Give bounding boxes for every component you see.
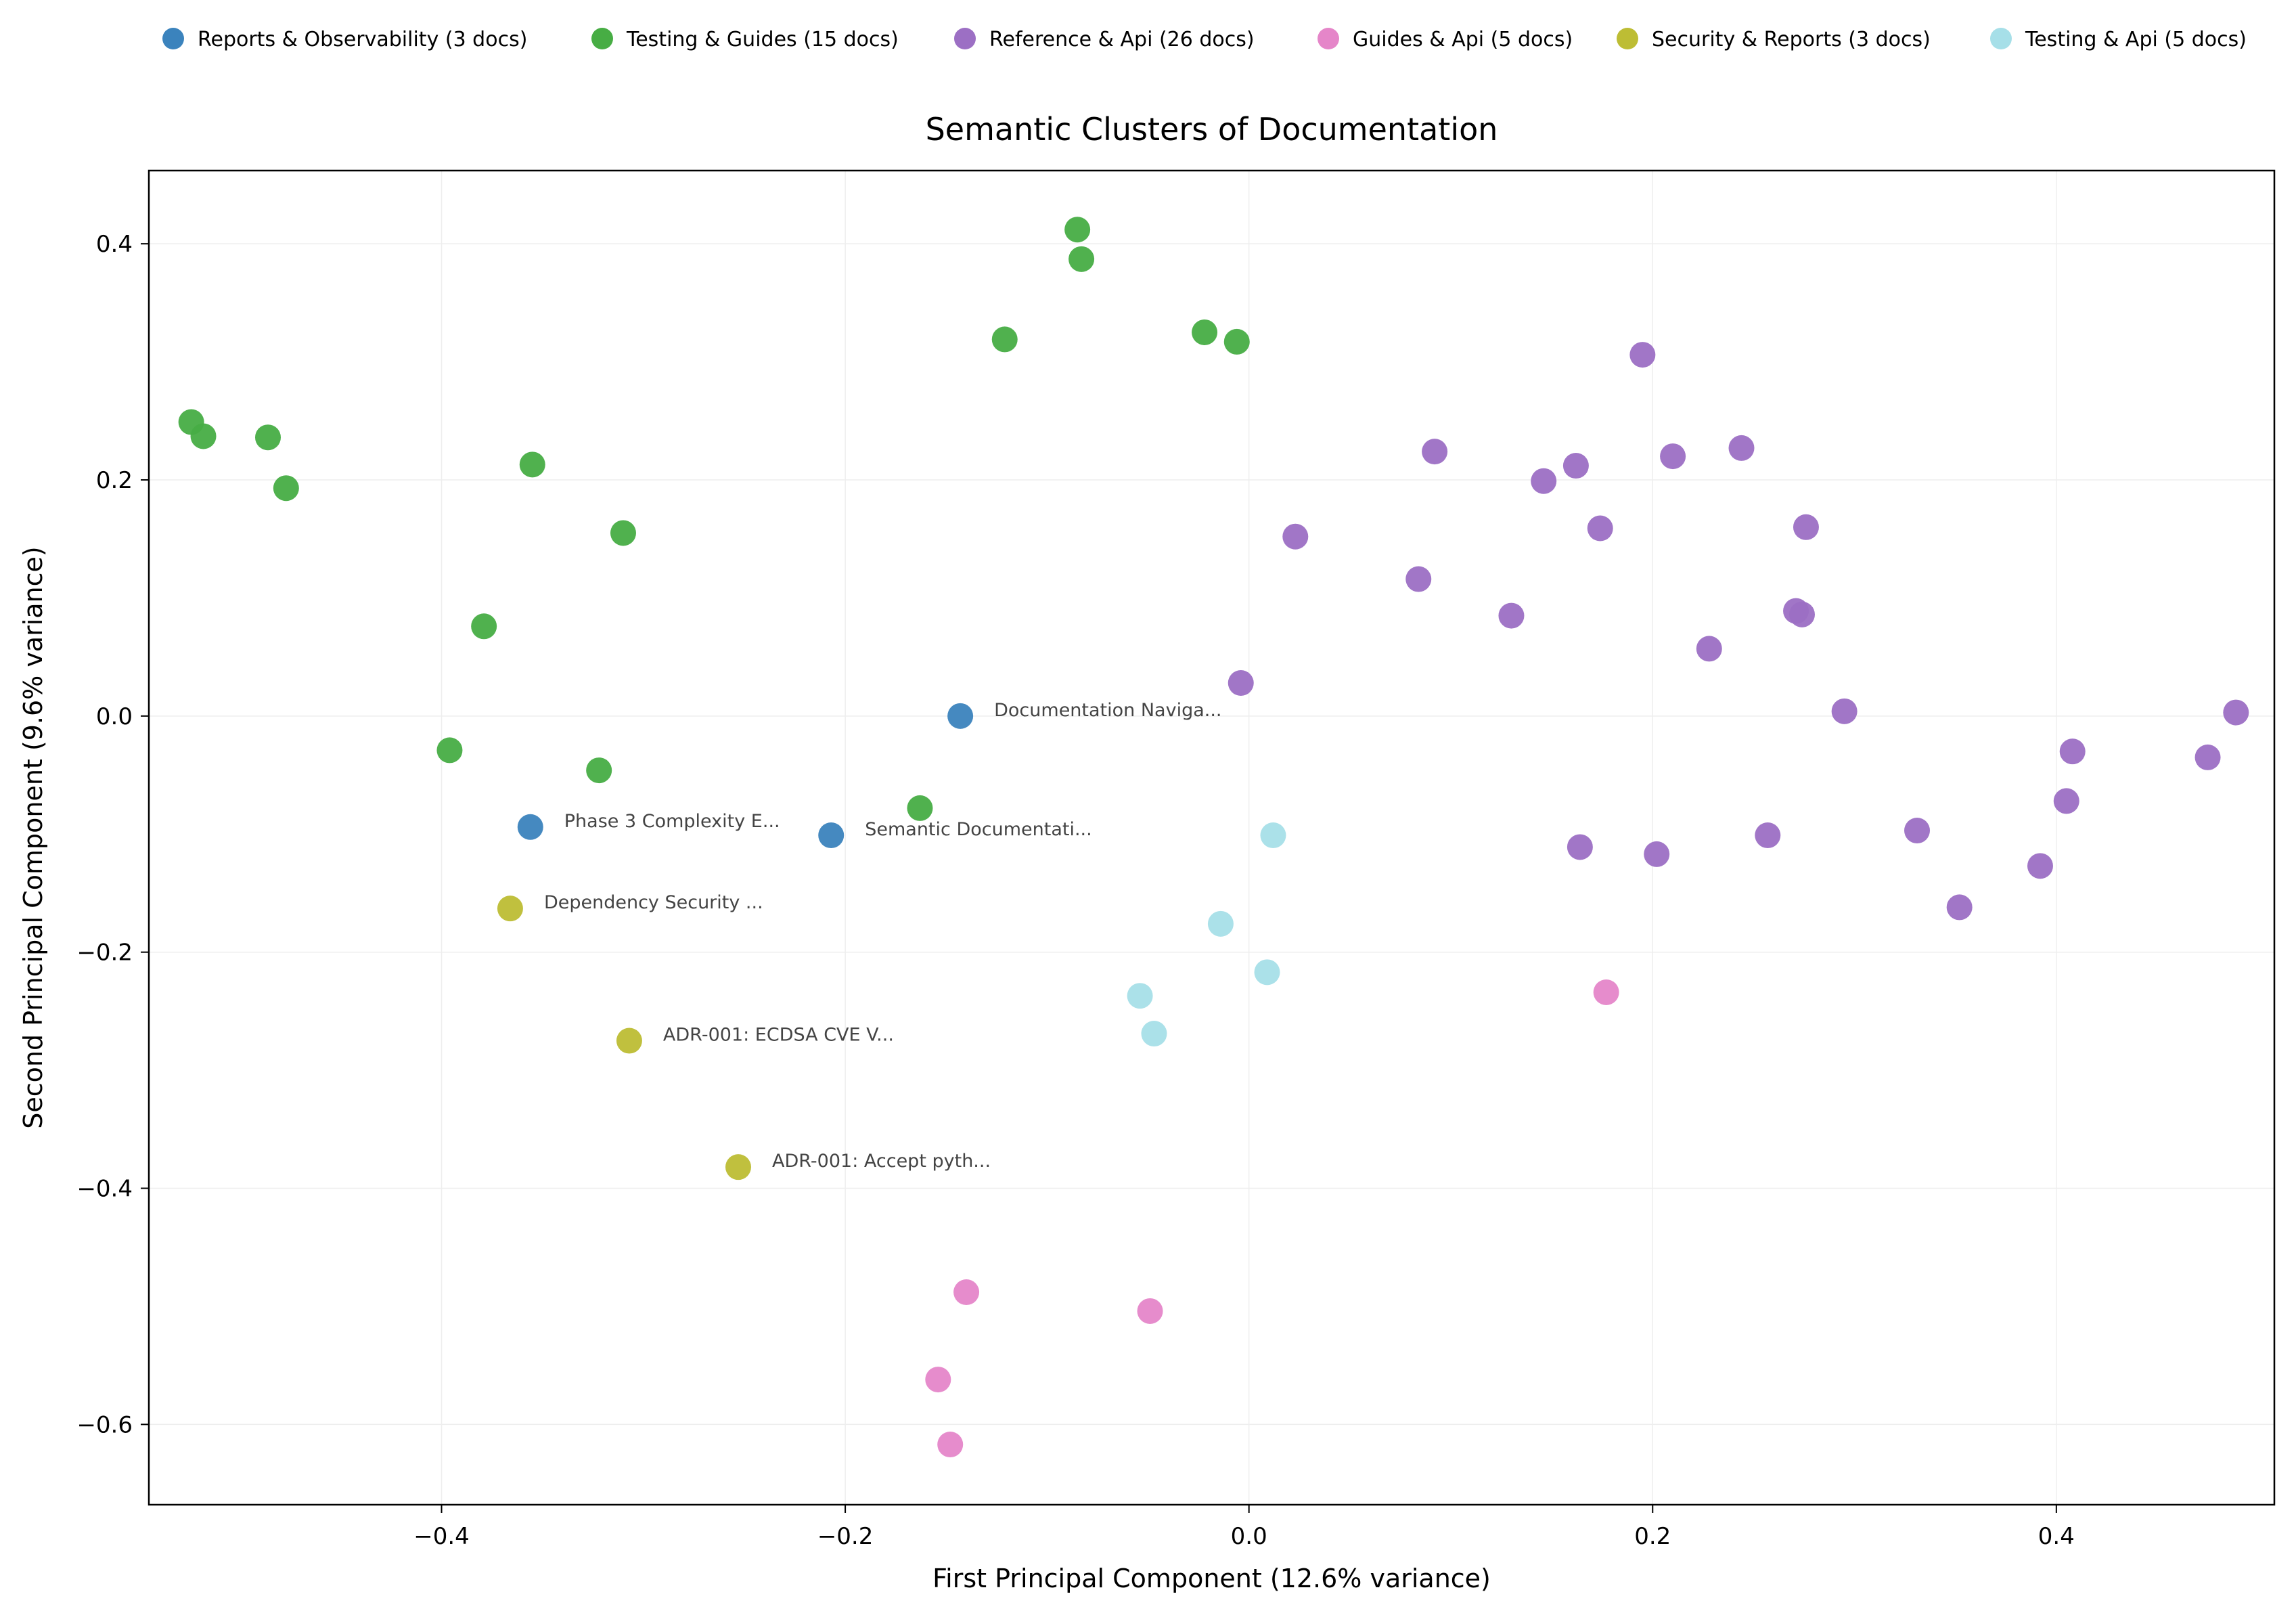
data-point [937, 1432, 964, 1458]
data-points [178, 217, 2249, 1458]
data-point [1064, 217, 1091, 243]
data-point [1660, 443, 1686, 470]
x-tick-label: −0.4 [413, 1523, 470, 1550]
legend-entry-label: Security & Reports (3 docs) [1652, 28, 1931, 51]
legend-marker [1318, 28, 1339, 49]
data-point [991, 326, 1018, 353]
legend-marker [591, 28, 613, 49]
x-tick-label: −0.2 [817, 1523, 874, 1550]
data-point [2059, 738, 2086, 765]
data-point [1831, 698, 1858, 724]
data-point [1207, 910, 1234, 937]
data-point [1137, 1298, 1163, 1324]
data-point [1141, 1021, 1167, 1047]
data-point [1223, 328, 1250, 355]
data-point [1498, 602, 1525, 629]
legend-marker [954, 28, 976, 49]
y-tick-label: 0.4 [96, 231, 133, 258]
x-tick-label: 0.0 [1231, 1523, 1267, 1550]
point-annotation: Phase 3 Complexity E... [564, 811, 780, 832]
data-point [1405, 566, 1432, 592]
data-point [1254, 959, 1280, 986]
legend-entry-label: Reference & Api (26 docs) [989, 28, 1255, 51]
y-axis-label: Second Principal Component (9.6% varianc… [18, 546, 48, 1129]
y-tick-label: 0.2 [96, 467, 133, 494]
data-point [1904, 818, 1931, 844]
data-point [2027, 853, 2053, 879]
data-point [519, 451, 545, 478]
data-point [1696, 636, 1722, 662]
data-point [1531, 468, 1557, 494]
legend-entry-label: Testing & Api (5 docs) [2025, 28, 2247, 51]
data-point [1260, 822, 1286, 849]
y-tick-label: −0.2 [76, 940, 133, 967]
data-point [1562, 453, 1589, 479]
point-annotation: Semantic Documentati... [865, 819, 1091, 840]
point-annotation: ADR-001: ECDSA CVE V... [663, 1025, 894, 1046]
data-point [1127, 983, 1153, 1009]
x-axis-ticks: −0.4 −0.2 0.0 0.2 0.4 [413, 1505, 2075, 1550]
data-point [725, 1154, 752, 1180]
data-point [2223, 699, 2249, 726]
point-annotations: Documentation Naviga... Phase 3 Complexit… [544, 700, 1222, 1172]
x-tick-label: 0.2 [1634, 1523, 1671, 1550]
point-annotation: Dependency Security ... [544, 892, 763, 913]
data-point [254, 424, 281, 451]
data-point [1422, 439, 1448, 465]
data-point [907, 795, 933, 821]
x-tick-label: 0.4 [2038, 1523, 2075, 1550]
data-point [1228, 670, 1254, 697]
data-point [610, 520, 636, 546]
data-point [190, 423, 217, 449]
data-point [818, 822, 845, 849]
y-tick-label: 0.0 [96, 703, 133, 730]
data-point [517, 814, 543, 840]
point-annotation: ADR-001: Accept pyth... [772, 1151, 991, 1172]
data-point [2053, 788, 2079, 814]
chart-title: Semantic Clusters of Documentation [926, 111, 1498, 148]
data-point [616, 1028, 642, 1054]
data-point [436, 737, 463, 764]
data-point [471, 613, 497, 640]
data-point [1793, 514, 1819, 540]
data-point [497, 896, 523, 922]
plot-frame [148, 169, 2276, 1506]
legend-marker [1990, 28, 2012, 49]
data-point [586, 757, 612, 784]
y-axis-ticks: 0.4 0.2 0.0 −0.2 −0.4 −0.6 [76, 231, 149, 1438]
legend-entry-label: Testing & Guides (15 docs) [626, 28, 899, 51]
data-point [1946, 894, 1973, 921]
data-point [1644, 841, 1670, 867]
data-point [1567, 834, 1593, 860]
x-axis-label: First Principal Component (12.6% varianc… [932, 1564, 1491, 1593]
data-point [1192, 319, 1218, 345]
y-tick-label: −0.6 [76, 1411, 133, 1438]
point-annotation: Documentation Naviga... [994, 700, 1221, 721]
data-point [947, 703, 974, 729]
legend-entry-label: Guides & Api (5 docs) [1353, 28, 1573, 51]
data-point [953, 1279, 980, 1306]
data-point [1593, 979, 1619, 1005]
data-point [925, 1367, 951, 1393]
data-point [1755, 822, 1781, 849]
data-point [1068, 246, 1095, 272]
data-point [2194, 744, 2221, 770]
y-tick-label: −0.4 [76, 1176, 133, 1203]
grid-lines [149, 171, 2274, 1505]
data-point [1629, 342, 1656, 368]
legend-marker [1617, 28, 1638, 49]
legend-marker [162, 28, 184, 49]
legend-entry-label: Reports & Observability (3 docs) [198, 28, 527, 51]
data-point [273, 475, 299, 502]
data-point [1728, 435, 1755, 461]
legend: Reports & Observability (3 docs) Testing … [162, 28, 2247, 51]
data-point [1587, 515, 1613, 542]
data-point [1282, 523, 1309, 550]
data-point [1789, 601, 1815, 627]
